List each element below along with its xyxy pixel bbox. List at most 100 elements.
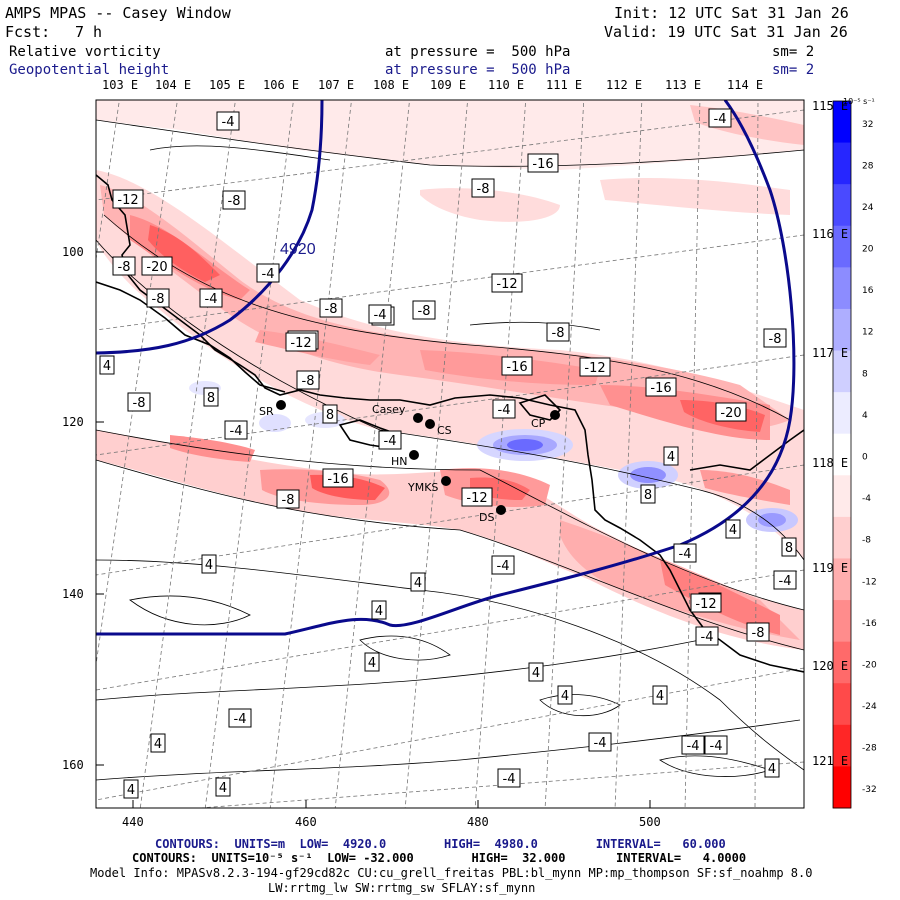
valid-time: Valid: 19 UTC Sat 31 Jan 26 — [604, 23, 848, 41]
svg-text:-16: -16 — [506, 360, 527, 375]
lon-label-top: 107 E — [318, 78, 355, 92]
x-axis-label: 460 — [295, 815, 317, 829]
colorbar-label: -12 — [862, 577, 877, 587]
forecast-label: Fcst: — [5, 23, 51, 41]
model-info-physics: LW:rrtmg_lw SW:rrtmg_sw SFLAY:sf_mynn — [268, 881, 536, 895]
contour-label: -16 — [501, 356, 533, 376]
svg-text:-8: -8 — [302, 374, 315, 389]
colorbar-swatch — [833, 184, 851, 227]
contour-label: 4 — [764, 758, 780, 778]
contour-label: -16 — [645, 377, 677, 397]
contour-label: -8 — [412, 300, 436, 320]
contour-label: -4 — [216, 111, 240, 131]
lon-label-top: 109 E — [430, 78, 467, 92]
svg-text:-8: -8 — [152, 292, 165, 307]
colorbar-label: -24 — [862, 702, 877, 712]
colorbar-swatch — [833, 433, 851, 476]
field1-name: Relative vorticity — [9, 44, 161, 60]
colorbar-label: 24 — [862, 203, 874, 213]
negative-vorticity-shading — [96, 100, 804, 650]
colorbar-label: 8 — [862, 369, 868, 379]
colorbar: 32 28 24 20 16 12 8 4 0 -4 -8 -12 -16 -20 -24 -28 -32 — [832, 100, 877, 809]
contour-label: 4 — [150, 733, 166, 753]
field2-smoothing: sm= 2 — [772, 62, 815, 78]
colorbar-label: 4 — [862, 411, 868, 421]
contour-label: -8 — [146, 288, 170, 308]
contour-label: -4 — [695, 626, 719, 646]
lon-label-top: 114 E — [727, 78, 764, 92]
y-axis-label: 140 — [62, 587, 84, 601]
svg-text:-4: -4 — [234, 712, 247, 727]
svg-text:-4: -4 — [230, 424, 243, 439]
colorbar-label: -16 — [862, 619, 877, 629]
positive-vorticity-shading — [189, 381, 798, 532]
vorticity-contours — [96, 119, 804, 781]
init-time: Init: 12 UTC Sat 31 Jan 26 — [614, 4, 849, 22]
svg-text:-4: -4 — [498, 403, 511, 418]
svg-text:-16: -16 — [532, 157, 553, 172]
field2-name: Geopotential height — [9, 62, 170, 78]
colorbar-label: -20 — [862, 660, 877, 670]
lon-label-right: 117 E — [812, 346, 849, 360]
svg-text:-16: -16 — [650, 381, 671, 396]
svg-text:-4: -4 — [374, 308, 387, 323]
svg-text:-4: -4 — [714, 112, 727, 127]
forecast-hour: 7 h — [75, 23, 103, 41]
contour-label: 4 — [201, 554, 217, 574]
contour-label: 8 — [203, 387, 219, 407]
contour-label: -16 — [322, 468, 354, 488]
contour-label: -12 — [491, 273, 523, 293]
lon-label-right: 116 E — [812, 227, 849, 241]
contour-label: -4 — [368, 304, 392, 324]
svg-text:4: 4 — [414, 576, 422, 591]
contour-label: -4 — [681, 735, 705, 755]
contour-label: -8 — [763, 328, 787, 348]
colorbar-unit: 10⁻⁵ s⁻¹ — [843, 97, 875, 106]
lon-label-right: 119 E — [812, 561, 849, 575]
height-contour-info: CONTOURS: UNITS=m LOW= 4920.0 HIGH= 4980… — [155, 837, 726, 851]
contour-label: -20 — [141, 256, 173, 276]
colorbar-label: -4 — [862, 494, 871, 504]
svg-text:Casey: Casey — [372, 403, 406, 416]
contour-label: -12 — [112, 189, 144, 209]
lon-label-right: 115 E — [812, 99, 849, 113]
map-area — [96, 100, 804, 808]
contour-label: -8 — [546, 322, 570, 342]
contour-label: 4 — [652, 685, 668, 705]
y-axis-label: 160 — [62, 758, 84, 772]
svg-text:-4: -4 — [205, 292, 218, 307]
contour-label: -8 — [276, 489, 300, 509]
vorticity-contour-info: CONTOURS: UNITS=10⁻⁵ s⁻¹ LOW= -32.000 HI… — [132, 851, 747, 865]
colorbar-swatch — [833, 641, 851, 684]
contour-label: -4 — [497, 768, 521, 788]
lon-label-right: 120 E — [812, 659, 849, 673]
station-marker: YMKS — [407, 476, 451, 494]
svg-text:4: 4 — [205, 558, 213, 573]
lon-label-top: 104 E — [155, 78, 192, 92]
plot-frame — [95, 99, 805, 809]
colorbar-label: -28 — [862, 744, 877, 754]
contour-label: -12 — [579, 357, 611, 377]
svg-text:-12: -12 — [584, 361, 605, 376]
svg-text:-4: -4 — [262, 267, 275, 282]
contour-label: -8 — [127, 392, 151, 412]
contour-label: 4 — [725, 519, 741, 539]
svg-text:-8: -8 — [228, 194, 241, 209]
field2-level: at pressure = 500 hPa — [385, 62, 571, 78]
lon-label-right: 121 E — [812, 754, 849, 768]
x-axis-label: 500 — [639, 815, 661, 829]
colorbar-swatch — [833, 267, 851, 310]
svg-text:-4: -4 — [497, 559, 510, 574]
svg-text:-4: -4 — [222, 115, 235, 130]
colorbar-label: 28 — [862, 161, 874, 171]
svg-text:8: 8 — [326, 408, 334, 423]
station-marker: CS — [425, 419, 452, 437]
svg-text:CS: CS — [437, 424, 452, 437]
svg-text:-8: -8 — [418, 304, 431, 319]
x-axis-label: 480 — [467, 815, 489, 829]
svg-text:-12: -12 — [695, 597, 716, 612]
contour-label: 8 — [322, 404, 338, 424]
contour-label: -12 — [690, 593, 722, 613]
svg-text:4: 4 — [561, 689, 569, 704]
colorbar-swatch — [833, 766, 851, 809]
